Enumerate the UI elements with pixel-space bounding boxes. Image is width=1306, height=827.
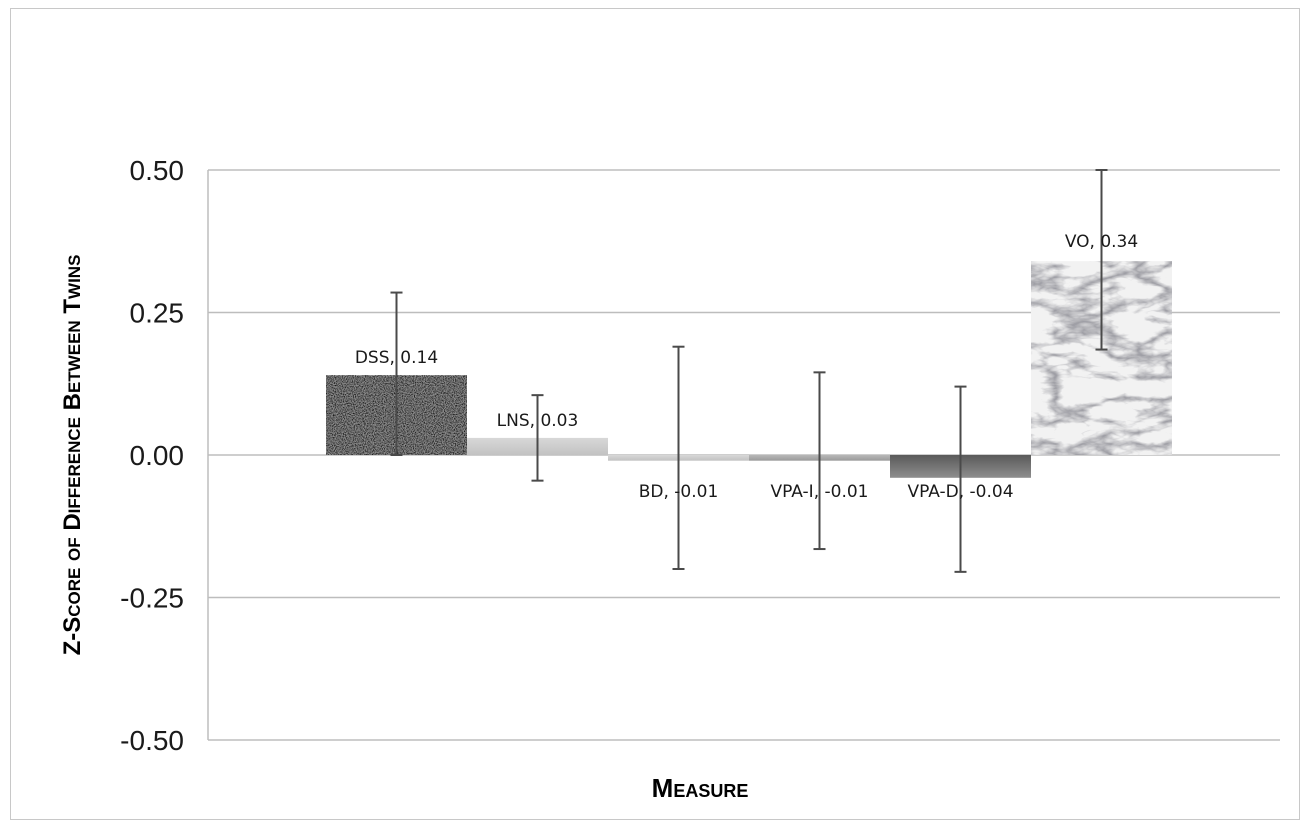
y-tick-label: 0.25 bbox=[130, 298, 185, 329]
data-label: VO, 0.34 bbox=[1065, 232, 1138, 252]
y-tick-label: 0.50 bbox=[130, 155, 185, 186]
data-label: LNS, 0.03 bbox=[497, 411, 579, 431]
data-label: BD, -0.01 bbox=[639, 482, 719, 502]
y-tick-label: 0.00 bbox=[130, 440, 185, 471]
x-axis-title: Measure bbox=[652, 773, 749, 803]
y-axis-title: Z-Score of Difference Between Twins bbox=[59, 255, 86, 656]
y-tick-label: -0.25 bbox=[120, 583, 184, 614]
data-label: VPA-I, -0.01 bbox=[771, 482, 869, 502]
data-label: DSS, 0.14 bbox=[355, 348, 438, 368]
y-tick-label: -0.50 bbox=[120, 725, 184, 756]
data-label: VPA-D, -0.04 bbox=[907, 482, 1013, 502]
